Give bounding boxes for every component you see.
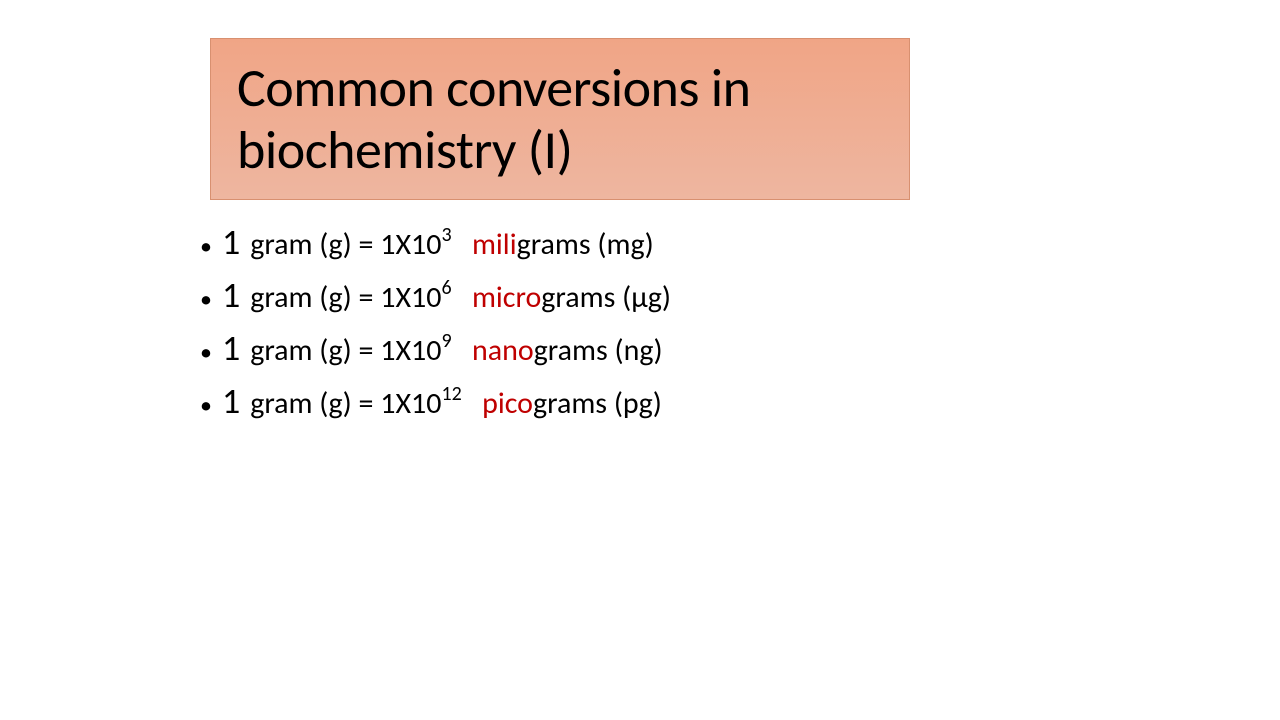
unit-prefix-red: mili <box>472 226 517 263</box>
unit-suffix: grams (mg) <box>517 226 654 263</box>
title-box: Common conversions in biochemistry (I) <box>210 38 910 200</box>
quantity-one: 1 <box>222 220 240 264</box>
list-item: • 1 gram (g) = 1X106 micrograms (µg) <box>200 273 1060 318</box>
unit-suffix: grams (µg) <box>541 279 671 316</box>
conversion-text: gram (g) = 1X1012 picograms (pg) <box>250 384 662 422</box>
unit-suffix: grams (pg) <box>533 385 662 422</box>
conversion-text: gram (g) = 1X109 nanograms (ng) <box>250 331 662 369</box>
gap <box>452 279 472 316</box>
unit-suffix: grams (ng) <box>534 332 663 369</box>
prefix-text: gram (g) = 1X10 <box>250 332 441 369</box>
list-item: • 1 gram (g) = 1X109 nanograms (ng) <box>200 326 1060 371</box>
prefix-text: gram (g) = 1X10 <box>250 226 441 263</box>
bullet-icon: • <box>200 335 212 371</box>
exponent: 9 <box>441 329 451 353</box>
prefix-text: gram (g) = 1X10 <box>250 385 441 422</box>
bullet-icon: • <box>200 388 212 424</box>
gap <box>452 226 472 263</box>
conversion-list: • 1 gram (g) = 1X103 miligrams (mg) • 1 … <box>200 220 1060 432</box>
quantity-one: 1 <box>222 326 240 370</box>
gap <box>462 385 482 422</box>
bullet-icon: • <box>200 282 212 318</box>
exponent: 12 <box>441 382 461 406</box>
gap <box>452 332 472 369</box>
conversion-text: gram (g) = 1X106 micrograms (µg) <box>250 278 671 316</box>
prefix-text: gram (g) = 1X10 <box>250 279 441 316</box>
exponent: 3 <box>441 223 451 247</box>
unit-prefix-red: micro <box>472 279 541 316</box>
bullet-icon: • <box>200 229 212 265</box>
quantity-one: 1 <box>222 273 240 317</box>
unit-prefix-red: nano <box>472 332 534 369</box>
exponent: 6 <box>441 276 451 300</box>
quantity-one: 1 <box>222 379 240 423</box>
list-item: • 1 gram (g) = 1X1012 picograms (pg) <box>200 379 1060 424</box>
list-item: • 1 gram (g) = 1X103 miligrams (mg) <box>200 220 1060 265</box>
unit-prefix-red: pico <box>482 385 533 422</box>
page-title: Common conversions in biochemistry (I) <box>237 57 883 181</box>
conversion-text: gram (g) = 1X103 miligrams (mg) <box>250 225 653 263</box>
